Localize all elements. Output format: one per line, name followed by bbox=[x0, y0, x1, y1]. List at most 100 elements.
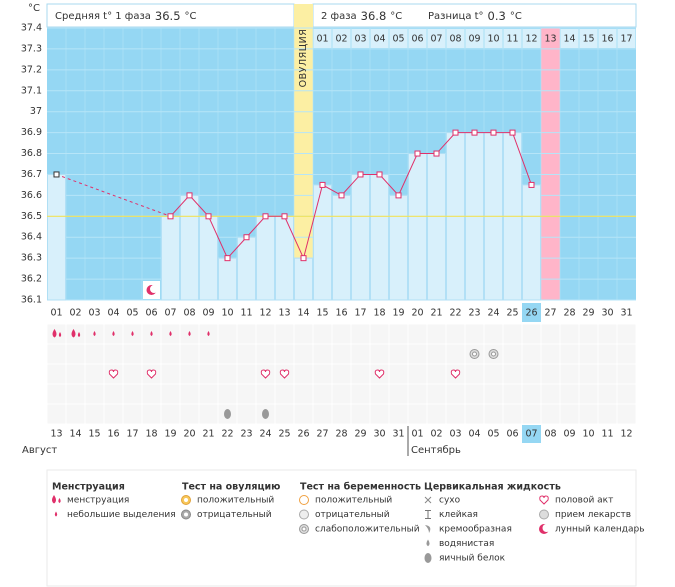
header-part: °C bbox=[185, 11, 197, 22]
icon-shape bbox=[491, 351, 496, 357]
marker-cell bbox=[199, 344, 218, 364]
marker-cell bbox=[579, 384, 598, 404]
header-text: Разница t° 0.3 °C bbox=[428, 9, 522, 23]
marker-cell bbox=[313, 384, 332, 404]
marker-cell bbox=[522, 384, 541, 404]
icon bbox=[279, 369, 290, 379]
day-label: 02 bbox=[69, 308, 81, 319]
marker-cell bbox=[522, 324, 541, 344]
legend-item: менструация bbox=[67, 496, 129, 506]
phase2-day: 05 bbox=[392, 34, 404, 45]
marker-cell bbox=[142, 384, 161, 404]
y-tick-label: 36.6 bbox=[21, 190, 42, 201]
marker-cell bbox=[617, 404, 636, 424]
marker-cell bbox=[218, 384, 237, 404]
marker-cell bbox=[465, 364, 484, 384]
icon-shape bbox=[260, 369, 271, 379]
temp-bar bbox=[218, 257, 237, 301]
marker-cell bbox=[389, 364, 408, 384]
marker-cell bbox=[66, 324, 85, 344]
marker-cell bbox=[256, 344, 275, 364]
icon bbox=[262, 409, 269, 419]
icon-shape bbox=[374, 369, 385, 379]
marker-cell bbox=[85, 384, 104, 404]
y-tick-label: 37.2 bbox=[21, 64, 42, 75]
marker-cell bbox=[351, 344, 370, 364]
marker-cell bbox=[66, 404, 85, 424]
marker-cell bbox=[446, 324, 465, 344]
phase2-day: 09 bbox=[468, 34, 480, 45]
date-label: 08 bbox=[544, 429, 556, 440]
icon bbox=[299, 495, 309, 505]
marker-cell bbox=[142, 404, 161, 424]
header-part: Разница t° bbox=[428, 11, 484, 22]
icon-shape bbox=[58, 498, 61, 504]
day-label: 03 bbox=[88, 308, 100, 319]
marker-cell bbox=[332, 384, 351, 404]
marker-cell bbox=[313, 404, 332, 424]
y-tick-label: 36.5 bbox=[21, 211, 42, 222]
y-tick-label: 36.4 bbox=[21, 232, 42, 243]
marker-cell bbox=[294, 344, 313, 364]
marker-cell bbox=[237, 364, 256, 384]
header-part: 2 фаза bbox=[321, 11, 357, 22]
marker-cell bbox=[560, 404, 579, 424]
date-label: 11 bbox=[601, 429, 613, 440]
marker-cell bbox=[560, 324, 579, 344]
temp-point bbox=[262, 213, 269, 220]
marker-cell bbox=[484, 364, 503, 384]
marker-cell bbox=[446, 384, 465, 404]
marker-cell bbox=[541, 344, 560, 364]
marker-cell bbox=[370, 324, 389, 344]
icon bbox=[539, 524, 551, 534]
marker-cell bbox=[313, 324, 332, 344]
phase2-day: 03 bbox=[354, 34, 366, 45]
icon bbox=[169, 331, 172, 337]
legend-item: клейкая bbox=[439, 510, 478, 520]
day-label: 18 bbox=[373, 308, 385, 319]
marker-cell bbox=[142, 344, 161, 364]
date-label: 29 bbox=[354, 429, 366, 440]
header-text: 2 фаза 36.8 °C bbox=[321, 9, 402, 23]
phase2-cell bbox=[503, 29, 522, 48]
legend-item: лунный календарь bbox=[555, 525, 645, 535]
next-cycle-column bbox=[541, 28, 560, 300]
marker-cell bbox=[560, 344, 579, 364]
day-label: 16 bbox=[335, 308, 347, 319]
day-label: 06 bbox=[145, 308, 157, 319]
day-label: 20 bbox=[411, 308, 423, 319]
marker-cell bbox=[85, 344, 104, 364]
icon-shape bbox=[425, 525, 431, 533]
phase2-cell bbox=[579, 29, 598, 48]
temp-bar bbox=[47, 173, 66, 301]
temp-point bbox=[319, 181, 326, 188]
temp-bar bbox=[389, 194, 408, 301]
phase2-cell bbox=[446, 29, 465, 48]
icon bbox=[299, 524, 309, 534]
date-label: 17 bbox=[126, 429, 138, 440]
marker-cell bbox=[104, 404, 123, 424]
icon-shape bbox=[424, 496, 432, 504]
marker-cell bbox=[522, 344, 541, 364]
marker-cell bbox=[161, 384, 180, 404]
icon bbox=[539, 495, 549, 505]
temp-bar bbox=[427, 153, 446, 301]
marker-cell bbox=[237, 404, 256, 424]
marker-cell bbox=[541, 384, 560, 404]
marker-cell bbox=[503, 324, 522, 344]
phase2-day: 04 bbox=[373, 34, 385, 45]
marker-cell bbox=[256, 324, 275, 344]
temp-point bbox=[205, 213, 212, 220]
y-tick-label: 36.2 bbox=[21, 274, 42, 285]
date-label: 14 bbox=[69, 429, 81, 440]
icon-shape bbox=[52, 495, 56, 504]
marker-cell bbox=[256, 384, 275, 404]
gap-connector bbox=[56, 173, 171, 217]
icon-shape bbox=[184, 498, 188, 502]
legend-item: прием лекарств bbox=[555, 510, 631, 520]
day-label: 12 bbox=[259, 308, 271, 319]
date-label: 09 bbox=[563, 429, 575, 440]
header-part: °C bbox=[390, 11, 402, 22]
marker-cell bbox=[199, 384, 218, 404]
phase2-day: 07 bbox=[430, 34, 442, 45]
